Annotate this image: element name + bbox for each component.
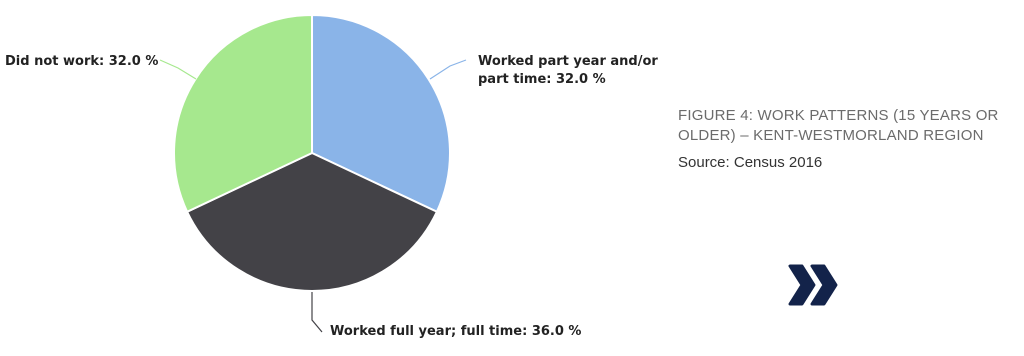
pie-slice (185, 151, 439, 292)
value-label: 36.0 % (531, 324, 582, 339)
value-label: 32.0 % (108, 54, 159, 69)
chart-subtitle: Source: Census 2016 (678, 154, 823, 171)
value-label: 32.0 % (556, 72, 606, 87)
label-separator: : (99, 54, 105, 69)
chart-title: FIGURE 4: WORK PATTERNS (15 YEARS OR OLD… (678, 107, 999, 144)
leader-line (429, 59, 467, 80)
category-label: Did not work (5, 54, 100, 69)
slice-label: Did not work: 32.0 % (5, 53, 195, 71)
category-label: Worked part year and/or part time (478, 54, 658, 87)
label-separator: : (522, 324, 528, 339)
leader-line (311, 292, 323, 333)
caption: FIGURE 4: WORK PATTERNS (15 YEARS OR OLD… (678, 106, 1008, 171)
leader-line (159, 59, 197, 80)
label-separator: : (546, 72, 552, 87)
next-button[interactable] (786, 262, 842, 308)
category-label: Worked full year; full time (330, 324, 523, 339)
pie-slice (311, 13, 451, 214)
slice-label: Worked part year and/or part time: 32.0 … (478, 53, 668, 89)
slice-label: Worked full year; full time: 36.0 % (330, 323, 630, 341)
